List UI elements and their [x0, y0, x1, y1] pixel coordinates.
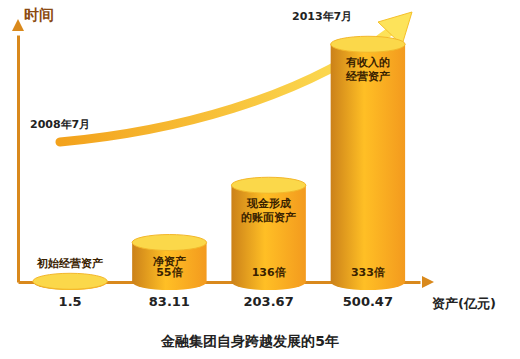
multiple-label: 136倍	[252, 266, 286, 279]
multiple-label: 55倍	[156, 266, 182, 279]
bar-cylinder	[132, 235, 206, 290]
x-axis-title: 资产(亿元)	[432, 296, 496, 311]
bar-cylinder	[331, 36, 405, 290]
bars	[33, 36, 405, 290]
annotation: 2008年7月	[30, 118, 90, 131]
data-label: 83.11	[149, 294, 190, 309]
data-label: 203.67	[244, 294, 294, 309]
bar-top	[132, 235, 206, 251]
data-label: 1.5	[59, 294, 82, 309]
y-axis-arrowhead	[12, 19, 24, 31]
bar-top	[33, 273, 107, 289]
bar-top	[331, 36, 405, 52]
bar-cylinder	[33, 273, 107, 290]
chart-root: 初始经营资产净资产现金形成的账面资产有收入的经营资产55倍136倍333倍1.5…	[0, 0, 520, 359]
category-label: 初始经营资产	[36, 257, 103, 270]
bar	[331, 44, 405, 282]
bar	[231, 185, 305, 282]
bar-bottom	[33, 274, 107, 290]
x-axis-arrowhead	[422, 276, 434, 288]
y-axis	[18, 36, 19, 283]
category-label: 现金形成的账面资产	[241, 197, 296, 224]
multiple-label: 333倍	[351, 266, 385, 279]
y-axis-line	[17, 36, 20, 283]
bar-top	[231, 177, 305, 193]
labels: 初始经营资产净资产现金形成的账面资产有收入的经营资产55倍136倍333倍1.5…	[24, 6, 496, 349]
data-label: 500.47	[343, 294, 393, 309]
bar-cylinder	[231, 177, 305, 290]
y-axis-title: 时间	[24, 6, 54, 24]
category-label: 有收入的经营资产	[345, 56, 390, 83]
chart-title: 金融集团自身跨越发展的5年	[160, 333, 339, 349]
annotation: 2013年7月	[292, 10, 352, 23]
